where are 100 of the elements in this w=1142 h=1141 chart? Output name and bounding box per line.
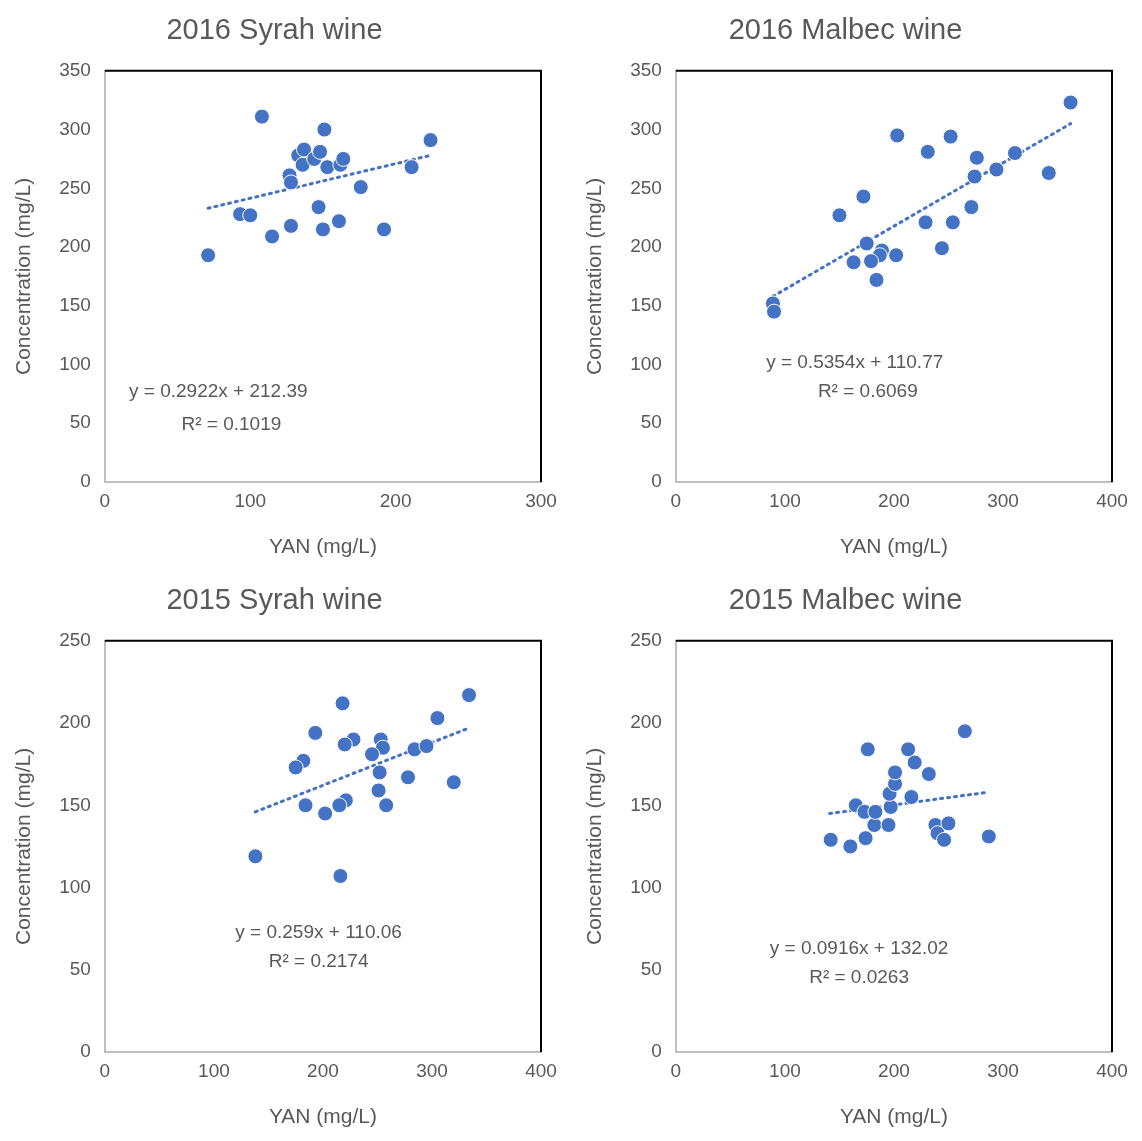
y-tick-label: 300 (630, 117, 662, 139)
y-tick-label: 200 (630, 711, 662, 733)
point (429, 710, 446, 727)
point (331, 797, 348, 814)
x-tick-label: 200 (379, 489, 412, 511)
y-tick-label: 200 (59, 711, 91, 733)
point (1062, 94, 1079, 111)
point (316, 121, 333, 138)
point (903, 789, 920, 806)
y-axis-title: Concentration (mg/L) (11, 177, 35, 376)
y-tick-label: 0 (80, 1040, 91, 1062)
x-tick-label: 400 (525, 1059, 557, 1081)
point (888, 247, 905, 264)
y-tick-label: 100 (630, 875, 662, 897)
y-tick-label: 100 (630, 352, 662, 374)
x-tick-label: 100 (769, 489, 801, 511)
chart-title: 2016 Syrah wine (166, 13, 383, 46)
point (242, 207, 259, 224)
point (371, 764, 388, 781)
point (920, 766, 937, 783)
x-axis-title: YAN (mg/L) (268, 1104, 378, 1128)
point (917, 214, 934, 231)
y-tick-label: 150 (59, 294, 91, 316)
point (858, 235, 875, 252)
point (264, 228, 281, 245)
y-tick-label: 150 (630, 793, 662, 815)
y-tick-label: 300 (59, 117, 91, 139)
point (461, 687, 478, 704)
point (1040, 165, 1057, 182)
point (963, 199, 980, 216)
point (966, 168, 983, 185)
point (399, 769, 416, 786)
point (247, 848, 264, 865)
annotation: y = 0.2922x + 212.39 (129, 379, 308, 401)
point (445, 774, 462, 791)
x-tick-label: 100 (234, 489, 267, 511)
point (919, 143, 936, 160)
y-tick-label: 100 (59, 875, 91, 897)
y-tick-label: 250 (630, 176, 662, 198)
annotation: R² = 0.0263 (809, 966, 909, 988)
y-tick-label: 250 (630, 629, 662, 651)
point (845, 254, 862, 271)
x-tick-label: 200 (878, 1059, 910, 1081)
point (887, 764, 904, 781)
y-tick-label: 50 (69, 957, 91, 979)
point (253, 108, 270, 125)
point (332, 868, 349, 885)
point (889, 127, 906, 144)
x-tick-label: 0 (670, 1059, 682, 1081)
annotation: R² = 0.2174 (268, 949, 369, 971)
y-tick-label: 0 (651, 470, 662, 492)
point (422, 132, 439, 149)
point (335, 150, 352, 167)
point (364, 746, 381, 763)
y-tick-label: 200 (59, 235, 91, 257)
point (942, 128, 959, 145)
point (296, 141, 313, 158)
annotation: y = 0.5354x + 110.77 (766, 350, 944, 372)
y-tick-label: 50 (69, 411, 91, 433)
annotation: R² = 0.1019 (181, 412, 282, 434)
point (352, 179, 369, 196)
y-tick-label: 150 (59, 793, 91, 815)
y-tick-label: 0 (651, 1040, 662, 1062)
y-tick-label: 0 (80, 470, 91, 492)
point (336, 736, 353, 753)
point (936, 831, 953, 848)
x-tick-label: 0 (670, 489, 682, 511)
chart-title: 2015 Syrah wine (166, 583, 383, 616)
point (418, 738, 435, 755)
point (868, 271, 885, 288)
point (282, 174, 299, 191)
y-tick-label: 50 (640, 957, 662, 979)
point (317, 805, 334, 822)
x-tick-label: 300 (416, 1059, 448, 1081)
y-tick-label: 250 (59, 629, 91, 651)
point (403, 159, 420, 176)
y-tick-label: 100 (59, 352, 91, 374)
point (334, 695, 351, 712)
point (766, 303, 783, 320)
point (330, 213, 347, 230)
point (370, 782, 387, 799)
point (319, 159, 336, 176)
y-tick-label: 250 (59, 176, 91, 198)
point (307, 724, 324, 741)
point (867, 803, 884, 820)
point (906, 754, 923, 771)
x-tick-label: 300 (987, 489, 1019, 511)
point (378, 797, 395, 814)
point (980, 828, 997, 845)
point (968, 149, 985, 166)
x-tick-label: 100 (769, 1059, 801, 1081)
chart-title: 2016 Malbec wine (728, 13, 963, 46)
y-tick-label: 200 (630, 235, 662, 257)
point (831, 207, 848, 224)
y-tick-label: 350 (630, 59, 662, 81)
point (859, 741, 876, 758)
x-tick-label: 0 (99, 1059, 111, 1081)
point (880, 817, 897, 834)
x-axis-title: YAN (mg/L) (839, 534, 949, 558)
point (297, 797, 314, 814)
